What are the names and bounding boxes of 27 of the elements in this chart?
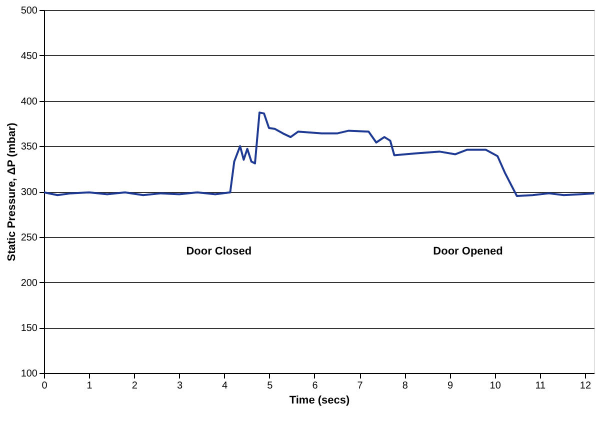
x-tick-label: 4: [222, 380, 228, 392]
y-tick-label: 250: [20, 232, 38, 244]
y-tick-label: 300: [20, 187, 38, 198]
annotation: Door Closed: [186, 246, 252, 258]
y-tick-label: 450: [20, 50, 38, 62]
y-tick-label: 150: [20, 323, 38, 334]
y-tick-label: 350: [20, 142, 38, 153]
y-tick-label: 100: [20, 368, 38, 380]
y-tick-label: 400: [20, 96, 38, 108]
y-tick-label: 500: [20, 6, 38, 16]
x-tick-label: 0: [42, 380, 48, 392]
x-tick-label: 9: [447, 380, 454, 392]
x-tick-label: 2: [132, 380, 138, 392]
x-tick-label: 5: [267, 380, 274, 392]
y-tick-label: 200: [20, 278, 38, 289]
x-tick-label: 1: [86, 380, 93, 392]
x-axis-title: Time (secs): [289, 394, 350, 406]
annotation: Door Opened: [433, 246, 503, 258]
x-tick-label: 11: [535, 380, 546, 392]
x-tick-label: 10: [490, 380, 502, 392]
x-tick-label: 12: [580, 380, 592, 392]
y-axis-title: Static Pressure, ΔP (mbar): [6, 122, 18, 262]
x-tick-label: 6: [312, 380, 318, 392]
line-series: [43, 112, 595, 198]
x-tick-label: 3: [176, 380, 183, 392]
x-tick-label: 8: [402, 380, 408, 392]
x-tick-label: 7: [357, 380, 364, 392]
